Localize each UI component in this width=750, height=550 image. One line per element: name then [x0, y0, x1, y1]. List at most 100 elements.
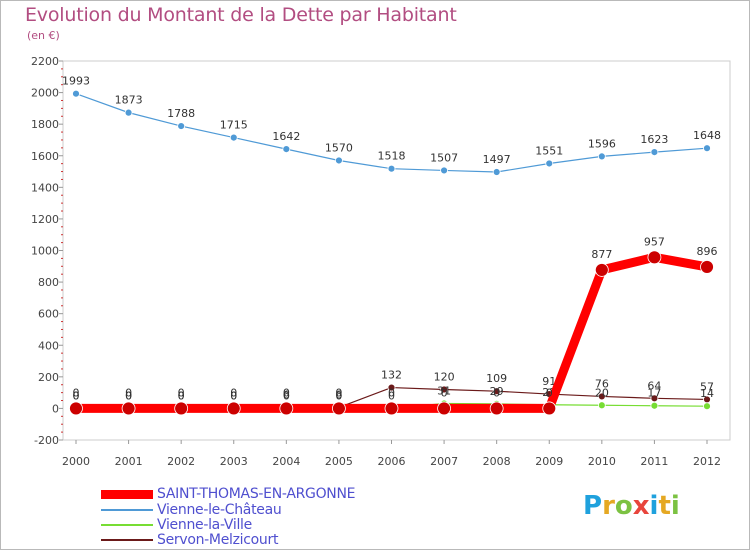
logo-letter: t: [658, 491, 671, 521]
data-label: 0: [388, 386, 395, 399]
data-label: 120: [434, 370, 455, 383]
x-tick-label: 2001: [115, 455, 143, 468]
data-label: 0: [125, 389, 132, 402]
data-label: 0: [335, 389, 342, 402]
x-tick-label: 2009: [535, 455, 563, 468]
data-point: [335, 156, 343, 165]
data-label: 0: [388, 389, 395, 402]
y-tick-label: 0: [52, 402, 59, 415]
data-label: 6: [335, 388, 342, 401]
data-label: 29: [490, 385, 504, 398]
data-label: 1715: [220, 119, 248, 132]
data-label: 0: [335, 386, 342, 399]
data-label: 1570: [325, 141, 353, 154]
logo-letter: P: [583, 491, 603, 521]
legend-swatch: [101, 539, 153, 541]
data-point: [174, 401, 189, 416]
y-tick-label: 2000: [31, 87, 59, 100]
data-point: [650, 394, 659, 403]
data-point: [492, 168, 501, 176]
data-point: [597, 392, 606, 401]
data-point: [387, 383, 396, 392]
data-label: 0: [178, 389, 185, 402]
data-point: [332, 401, 346, 416]
legend-item-vienne-la-ville: Vienne-la-Ville: [101, 517, 252, 533]
data-point: [69, 401, 83, 416]
data-label: 0: [546, 386, 553, 399]
data-label: 0: [283, 389, 290, 402]
data-point: [387, 164, 396, 173]
data-label: 0: [125, 389, 132, 402]
data-point: [647, 250, 662, 265]
y-tick-label: 400: [38, 339, 59, 352]
data-label: 1518: [378, 150, 406, 163]
data-label: 1993: [62, 75, 90, 88]
x-tick-label: 2007: [430, 455, 458, 468]
legend-item-saint-thomas: SAINT-THOMAS-EN-ARGONNE: [101, 486, 355, 502]
y-tick-label: 1600: [31, 150, 59, 163]
data-label: 6: [283, 388, 290, 401]
legend-label: Vienne-la-Ville: [157, 517, 252, 533]
data-label: 896: [697, 245, 718, 258]
data-label: 64: [647, 379, 661, 392]
data-point: [545, 159, 554, 168]
data-label: 31: [437, 385, 451, 398]
data-point: [594, 263, 609, 277]
data-label: 0: [230, 389, 237, 402]
chart-title: Evolution du Montant de la Dette par Hab…: [25, 4, 457, 26]
data-label: 76: [595, 377, 609, 390]
data-label: 17: [647, 387, 661, 400]
y-tick-label: 1800: [31, 118, 59, 131]
x-tick-label: 2005: [325, 455, 353, 468]
y-tick-label: 200: [38, 371, 59, 384]
data-point: [650, 148, 659, 157]
data-point: [700, 260, 714, 274]
data-point: [492, 387, 501, 396]
legend-label: Servon-Melzicourt: [157, 532, 279, 548]
data-label: 0: [441, 386, 448, 399]
x-tick-label: 2002: [167, 455, 195, 468]
data-label: 14: [700, 387, 714, 400]
legend-swatch: [101, 489, 153, 499]
legend-swatch: [101, 524, 153, 526]
x-tick-label: 2000: [62, 455, 90, 468]
legend-item-vienne-le-chateau: Vienne-le-Château: [101, 502, 282, 518]
data-label: 132: [381, 369, 402, 382]
data-point: [597, 152, 606, 161]
x-tick-label: 2003: [220, 455, 248, 468]
data-point: [703, 402, 711, 411]
data-label: 1873: [115, 94, 143, 107]
data-point: [440, 385, 448, 394]
data-label: 0: [73, 389, 80, 402]
plot-area: [62, 60, 731, 441]
data-label: 109: [486, 372, 507, 385]
x-tick-label: 2004: [272, 455, 300, 468]
data-label: 1507: [430, 151, 458, 164]
y-tick-label: 2200: [31, 55, 59, 68]
data-point: [437, 401, 451, 416]
logo-letter: x: [632, 491, 650, 521]
data-point: [279, 401, 294, 416]
data-point: [229, 133, 238, 142]
data-label: 1642: [272, 130, 300, 143]
data-point: [703, 144, 711, 153]
x-tick-label: 2006: [378, 455, 406, 468]
data-label: 0: [178, 389, 185, 402]
x-tick-label: 2011: [640, 455, 668, 468]
legend-label: SAINT-THOMAS-EN-ARGONNE: [157, 486, 356, 502]
data-label: 0: [73, 386, 80, 399]
data-label: 957: [644, 235, 665, 248]
y-tick-label: 1000: [31, 245, 59, 258]
x-tick-label: 2008: [483, 455, 511, 468]
data-point: [650, 401, 659, 410]
proxiti-logo: Proxiti: [583, 491, 680, 521]
data-label: 0: [73, 389, 80, 402]
data-label: 0: [493, 386, 500, 399]
legend-label: Vienne-le-Château: [157, 502, 282, 518]
x-tick-label: 2012: [693, 455, 721, 468]
logo-letter: o: [614, 491, 633, 521]
data-label: 1596: [588, 137, 616, 150]
data-point: [440, 166, 448, 175]
